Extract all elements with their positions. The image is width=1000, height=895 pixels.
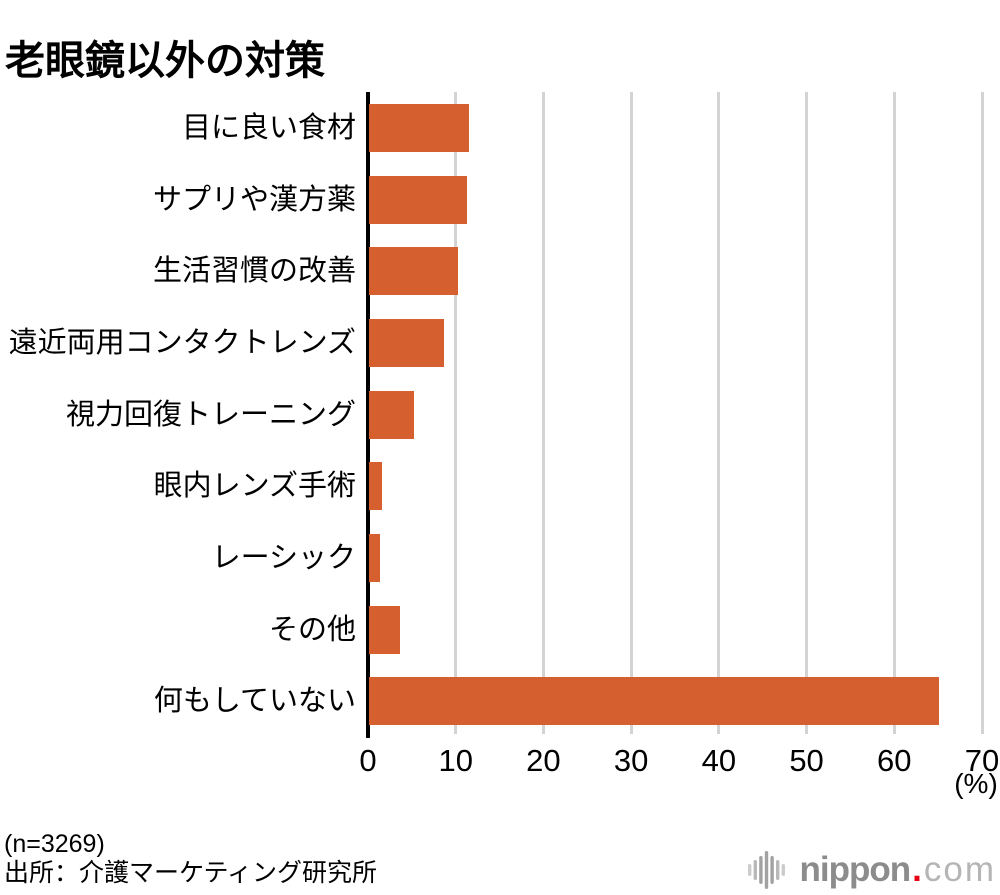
bar-3: [369, 318, 444, 367]
y-axis-line: [366, 92, 370, 738]
category-label: 生活習慣の改善: [152, 255, 356, 288]
category-label: 眼内レンズ手術: [153, 470, 356, 503]
x-tick-label-70: 70: [964, 743, 1000, 778]
source-note: 出所：介護マーケティング研究所: [4, 859, 378, 887]
x-tick-label-50: 50: [789, 743, 824, 778]
bar-4: [369, 390, 414, 439]
category-label: 遠近両用コンタクトレンズ: [8, 326, 356, 359]
gridline-70: [980, 92, 984, 734]
gridline-40: [717, 92, 721, 734]
gridline-10: [454, 92, 458, 734]
gridline-20: [541, 92, 545, 734]
x-tick-label-60: 60: [877, 743, 912, 778]
x-tick-label-0: 0: [359, 743, 377, 778]
bar-0: [369, 103, 469, 152]
category-label: 目に良い食材: [181, 111, 356, 144]
category-label: サプリや漢方薬: [152, 183, 356, 216]
category-label: その他: [268, 613, 356, 646]
bar-7: [369, 605, 400, 654]
bar-6: [369, 533, 380, 582]
x-tick-label-20: 20: [526, 743, 561, 778]
gridline-50: [805, 92, 809, 734]
x-tick-label-40: 40: [701, 743, 737, 778]
category-label: レーシック: [211, 541, 356, 574]
chart-footer: (n=3269) 出所：介護マーケティング研究所: [4, 830, 377, 888]
bar-8: [369, 677, 940, 726]
gridline-60: [892, 92, 896, 734]
soundwave-icon: [747, 851, 785, 889]
x-tick-label-30: 30: [613, 743, 649, 778]
bar-5: [369, 462, 383, 511]
logo-dot: .: [912, 850, 922, 889]
category-label: 視力回復トレーニング: [65, 398, 356, 431]
x-axis-unit-label: (%): [954, 768, 998, 799]
sample-size-note: (n=3269): [4, 830, 105, 858]
bar-2: [369, 247, 459, 296]
gridline-30: [629, 92, 633, 734]
nippon-com-logo: nippon. com: [746, 845, 996, 895]
x-tick-label-10: 10: [438, 743, 473, 778]
logo-brand-text: nippon: [799, 850, 912, 889]
bar-1: [369, 175, 468, 224]
page-title: 老眼鏡以外の対策: [5, 38, 325, 83]
logo-suffix-text: com: [923, 850, 996, 889]
category-label: 何もしていない: [153, 685, 356, 718]
